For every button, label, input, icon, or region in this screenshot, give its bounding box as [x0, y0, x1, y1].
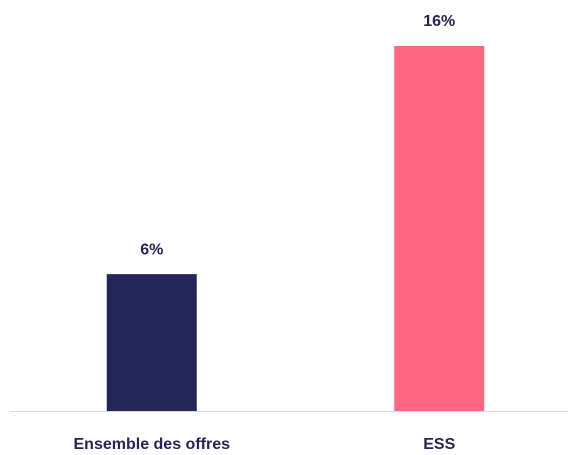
data-label: 6%: [140, 241, 163, 258]
data-label: 16%: [423, 13, 455, 30]
x-tick-label: ESS: [423, 436, 455, 453]
bar: [106, 274, 197, 411]
x-tick-label: Ensemble des offres: [74, 436, 231, 453]
bar: [394, 46, 485, 411]
